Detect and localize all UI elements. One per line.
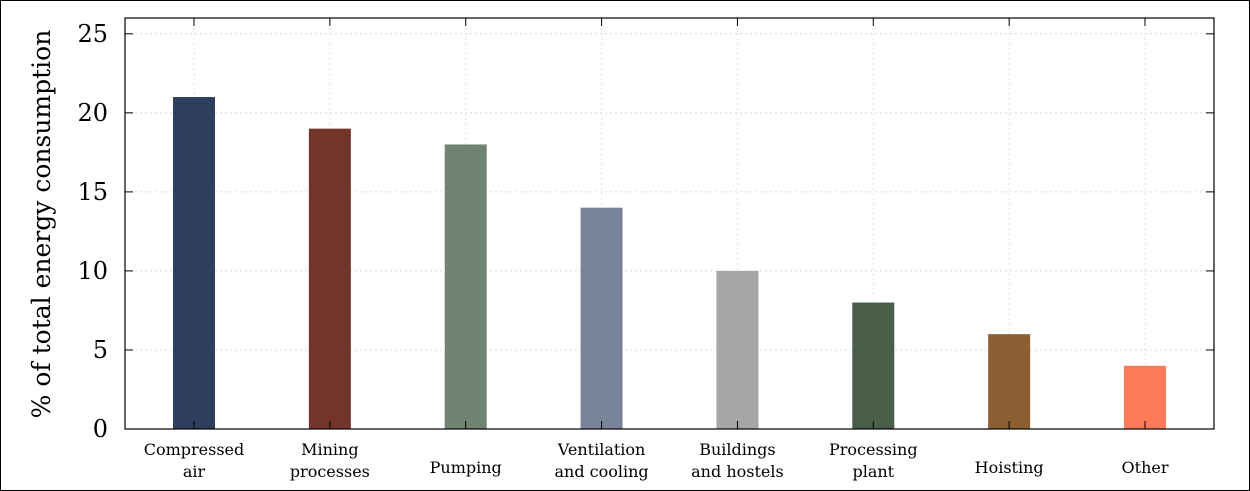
bar: [1124, 365, 1166, 429]
y-tick-label: 5: [93, 336, 108, 364]
x-category-label: plant: [852, 462, 894, 481]
x-category-label: Buildings: [699, 440, 775, 459]
x-category-label: Compressed: [144, 440, 245, 459]
bar: [444, 144, 487, 429]
plot-area-frame: [124, 17, 1215, 430]
y-tick-label: 20: [77, 99, 108, 127]
y-tick-label: 15: [77, 178, 108, 206]
y-tick-label: 0: [93, 415, 108, 443]
y-tick-label: 10: [77, 257, 108, 285]
y-axis: 0 5 10 15 20 25: [77, 20, 1214, 443]
x-category-label: Mining: [301, 440, 358, 459]
bar: [173, 97, 215, 430]
bar: [852, 302, 895, 429]
x-category-label: Other: [1122, 458, 1169, 477]
bar: [308, 128, 351, 429]
x-category-label: Ventilation: [557, 440, 646, 459]
x-category-label: processes: [290, 462, 370, 481]
y-axis-title: % of total energy consumption: [27, 30, 56, 419]
x-category-label: and cooling: [554, 462, 648, 481]
bars-group: [173, 97, 1166, 430]
x-category-label: Hoisting: [975, 458, 1044, 477]
bar: [716, 270, 759, 429]
bar: [580, 207, 623, 429]
x-category-label: air: [183, 462, 206, 481]
x-category-label: Pumping: [430, 458, 502, 477]
x-axis-labels: Compressed air Mining processes Pumping Venti…: [144, 18, 1169, 481]
x-category-label: Processing: [829, 440, 918, 459]
bar: [988, 334, 1031, 429]
x-category-label: and hostels: [691, 462, 784, 481]
grid-lines: [125, 18, 1214, 429]
y-tick-label: 25: [77, 20, 108, 48]
